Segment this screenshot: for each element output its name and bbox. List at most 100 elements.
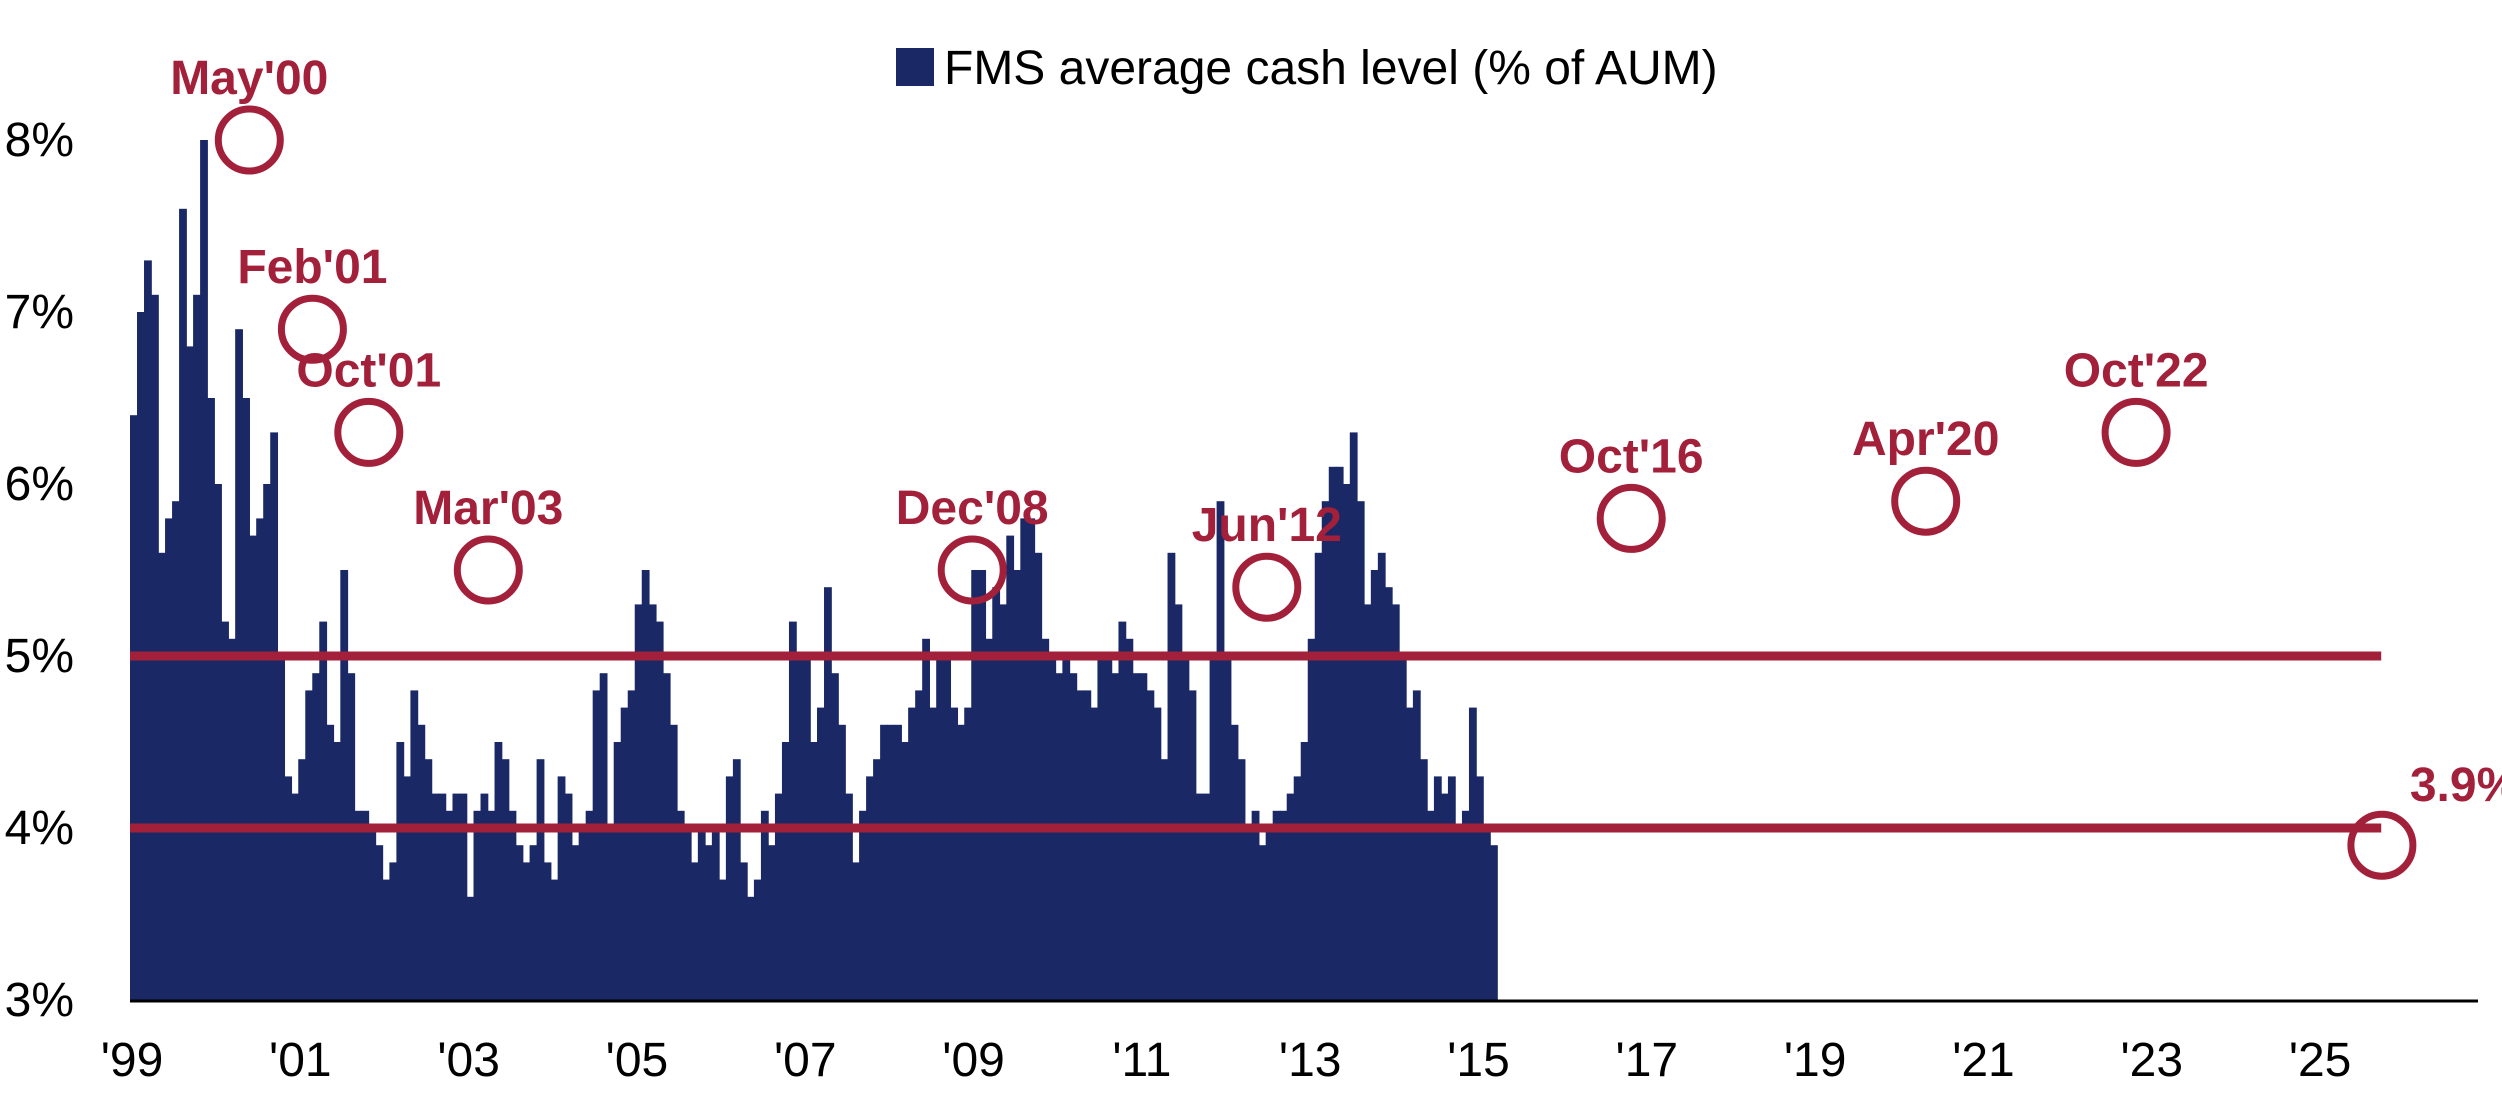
- bar: [214, 484, 222, 1000]
- bar: [445, 810, 454, 1000]
- x-tick-label: '01: [269, 1034, 332, 1087]
- bar: [774, 793, 783, 1000]
- x-tick-label: '25: [2289, 1034, 2352, 1087]
- bar: [690, 862, 699, 1000]
- bar: [1076, 690, 1085, 1000]
- annotation-circle: [2101, 397, 2171, 467]
- bar: [669, 724, 678, 1000]
- bar: [305, 690, 314, 1000]
- bar: [466, 896, 475, 1000]
- bar: [417, 724, 426, 1000]
- y-axis-ticks: 3% 4% 5% 6% 7% 8%: [5, 114, 74, 1027]
- bar: [431, 793, 440, 1000]
- x-tick-label: '09: [942, 1034, 1005, 1087]
- bar: [1440, 793, 1449, 1000]
- bar: [711, 828, 720, 1000]
- y-tick-label: 6%: [5, 458, 74, 511]
- bar: [1188, 690, 1197, 1000]
- bar: [1125, 638, 1134, 1000]
- y-tick-label: 7%: [5, 286, 74, 339]
- bar: [683, 828, 692, 1000]
- bar: [859, 810, 867, 1000]
- bar: [1483, 828, 1491, 1000]
- bar: [613, 742, 622, 1000]
- annotation-label: Oct'16: [1559, 430, 1704, 483]
- bar: [887, 724, 895, 1000]
- bar: [1342, 484, 1351, 1000]
- bar: [1321, 501, 1330, 1000]
- bar: [1146, 690, 1155, 1000]
- bar: [866, 776, 874, 1000]
- bar: [585, 810, 594, 1000]
- annotation-circle: [1596, 483, 1666, 553]
- bar: [1174, 604, 1183, 1000]
- x-tick-label: '99: [101, 1034, 164, 1087]
- bar: [810, 742, 818, 1000]
- bar: [550, 879, 559, 1000]
- bar: [375, 845, 384, 1000]
- bar: [1307, 638, 1316, 1000]
- bar: [389, 862, 398, 1000]
- bar: [1377, 552, 1386, 1000]
- bar: [1433, 776, 1442, 1000]
- x-tick-label: '15: [1447, 1034, 1510, 1087]
- bar: [767, 845, 776, 1000]
- annotation-circle: [214, 105, 284, 175]
- annotation-circle: [937, 535, 1007, 605]
- bar: [1412, 690, 1421, 1000]
- bar: [403, 776, 412, 1000]
- bar: [1490, 845, 1498, 1000]
- bar: [501, 759, 510, 1000]
- y-tick-label: 3%: [5, 974, 74, 1027]
- x-tick-label: '13: [1279, 1034, 1342, 1087]
- annotation-label: Dec'08: [896, 482, 1049, 535]
- bar: [424, 759, 433, 1000]
- bar: [179, 208, 187, 1001]
- bar: [964, 707, 973, 1000]
- bar: [480, 793, 489, 1000]
- bar: [361, 810, 370, 1000]
- bar: [207, 398, 215, 1000]
- annotation-label: Mar'03: [413, 482, 563, 535]
- bar: [901, 742, 909, 1000]
- bar: [459, 793, 468, 1000]
- annotation-label: Oct'22: [2064, 344, 2209, 397]
- bar: [1272, 810, 1281, 1000]
- bar: [922, 638, 930, 1000]
- bar: [298, 759, 307, 1000]
- bar: [831, 673, 839, 1000]
- bar: [172, 501, 180, 1000]
- bar: [1034, 552, 1043, 1000]
- bar: [256, 518, 264, 1000]
- annotation-label: May'00: [170, 52, 328, 105]
- bar: [1447, 776, 1456, 1000]
- bar: [1153, 707, 1162, 1000]
- bar: [676, 810, 685, 1000]
- bar: [1027, 518, 1036, 1000]
- bar: [228, 638, 236, 1000]
- bar: [312, 673, 321, 1000]
- bar: [971, 570, 980, 1000]
- bar: [1202, 793, 1211, 1000]
- bar: [985, 638, 994, 1000]
- annotation-label: Feb'01: [237, 241, 387, 294]
- bar: [620, 707, 629, 1000]
- bar: [1300, 742, 1309, 1000]
- bar: [291, 793, 300, 1000]
- bar: [1293, 776, 1302, 1000]
- bar: [200, 140, 208, 1000]
- bar: [760, 810, 769, 1000]
- bar: [130, 415, 138, 1000]
- bar: [396, 742, 405, 1000]
- bar: [1083, 690, 1092, 1000]
- bar: [824, 587, 832, 1000]
- bar: [270, 432, 279, 1000]
- bar: [1251, 810, 1260, 1000]
- bar: [753, 879, 762, 1000]
- bar: [1069, 673, 1078, 1000]
- bar: [1258, 845, 1267, 1000]
- y-tick-label: 5%: [5, 630, 74, 683]
- bar: [873, 759, 881, 1000]
- bar: [438, 793, 447, 1000]
